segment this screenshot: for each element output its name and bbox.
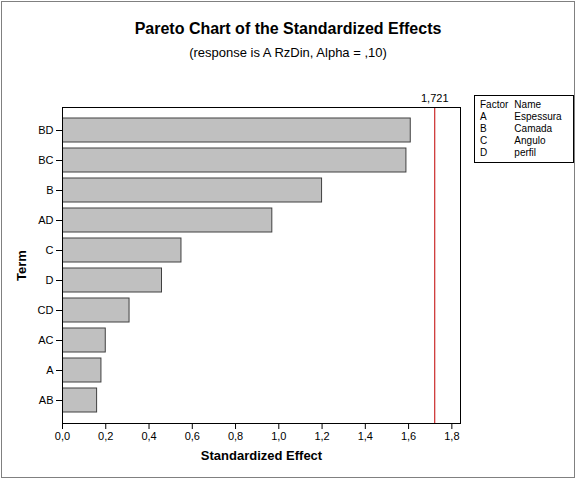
svg-text:D: D (46, 274, 54, 286)
svg-text:BD: BD (38, 124, 53, 136)
svg-text:BC: BC (38, 154, 53, 166)
html-text:Pareto Chart of the Standardiz: Pareto Chart of the Standardized Effects (134, 20, 442, 37)
html-text:Factor: Factor (480, 99, 509, 110)
svg-text:1,2: 1,2 (314, 430, 329, 442)
svg-text:0,0: 0,0 (55, 430, 70, 442)
svg-text:B: B (46, 184, 53, 196)
svg-text:1,6: 1,6 (401, 430, 416, 442)
svg-text:Standardized Effect: Standardized Effect (201, 448, 323, 463)
svg-text:A: A (46, 364, 54, 376)
svg-text:C: C (46, 244, 54, 256)
svg-text:1,8: 1,8 (444, 430, 459, 442)
svg-text:1,721: 1,721 (421, 92, 449, 104)
svg-text:CD: CD (38, 304, 54, 316)
svg-text:AC: AC (38, 334, 53, 346)
svg-text:AB: AB (39, 394, 54, 406)
svg-text:0,8: 0,8 (228, 430, 243, 442)
html-text:D: D (480, 147, 488, 158)
html-text:A: A (480, 111, 487, 122)
html-text:perfil: perfil (514, 147, 536, 158)
svg-text:Term: Term (14, 250, 29, 281)
svg-text:AD: AD (38, 214, 53, 226)
svg-text:1,4: 1,4 (358, 430, 373, 442)
html-text:(response is A RzDin, Alpha =: (response is A RzDin, Alpha = ,10) (189, 45, 387, 60)
html-text:Angulo: Angulo (514, 135, 546, 146)
html-text:Camada: Camada (514, 123, 553, 134)
html-text:Name: Name (514, 99, 541, 110)
svg-text:0,2: 0,2 (98, 430, 113, 442)
html-text:B: B (480, 123, 487, 134)
html-text:C: C (480, 135, 488, 146)
svg-text:1,0: 1,0 (271, 430, 286, 442)
html-text:Espessura: Espessura (514, 111, 562, 122)
svg-text:0,6: 0,6 (185, 430, 200, 442)
svg-text:0,4: 0,4 (141, 430, 156, 442)
